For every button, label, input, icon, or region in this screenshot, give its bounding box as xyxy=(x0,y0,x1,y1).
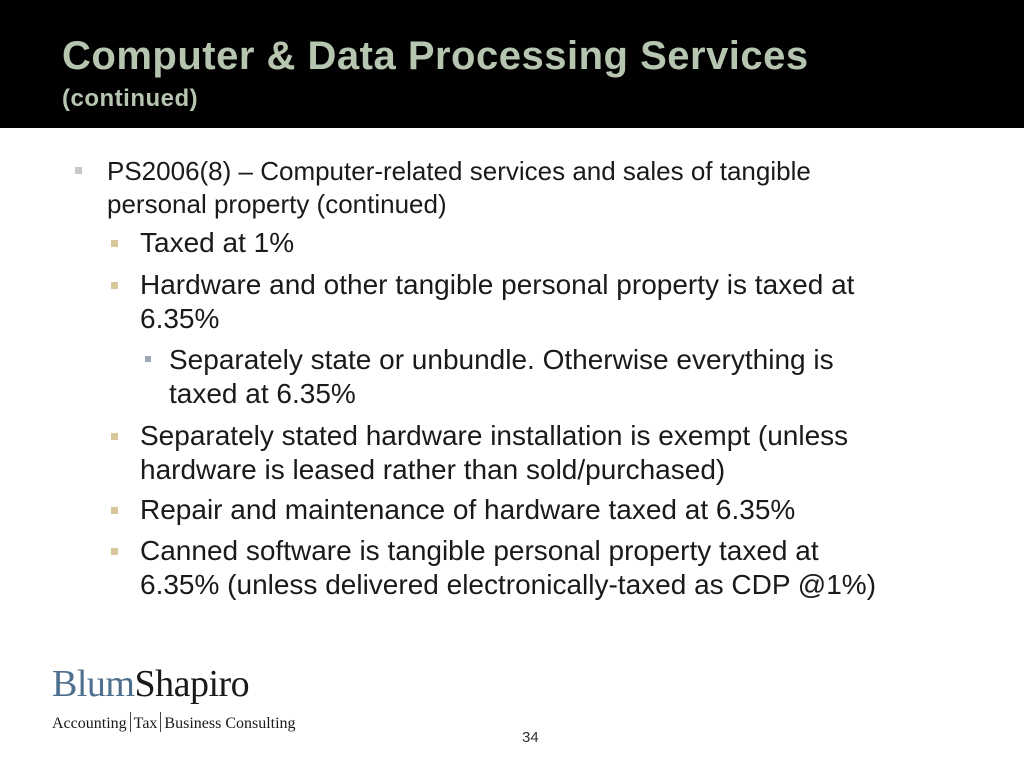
logo-tagline-tax: Tax xyxy=(133,715,158,732)
logo-tagline-accounting: Accounting xyxy=(52,715,127,732)
logo-tagline: Accounting Tax Business Consulting xyxy=(52,712,296,733)
bullet-item: Taxed at 1% xyxy=(140,226,294,260)
bullet-marker-square xyxy=(111,282,118,289)
bullet-line: Canned software is tangible personal pro… xyxy=(140,535,819,566)
logo-name-part1: Blum xyxy=(52,663,135,705)
logo-tagline-divider xyxy=(160,712,162,732)
bullet-marker-square xyxy=(111,507,118,514)
bullet-marker-square xyxy=(111,433,118,440)
bullet-line: Separately stated hardware installation … xyxy=(140,420,849,451)
bullet-line: 6.35% (unless delivered electronically-t… xyxy=(140,569,877,600)
bullet-item: Separately state or unbundle. Otherwise … xyxy=(169,343,834,411)
slide-subtitle: (continued) xyxy=(62,85,199,112)
bullet-item: Repair and maintenance of hardware taxed… xyxy=(140,493,795,527)
bullet-item: Canned software is tangible personal pro… xyxy=(140,534,876,602)
bullet-marker-square xyxy=(111,548,118,555)
logo-name-part2: Shapiro xyxy=(134,663,250,705)
logo-wordmark: BlumShapiro xyxy=(52,663,250,705)
bullet-line: Repair and maintenance of hardware taxed… xyxy=(140,494,796,525)
slide-header: Computer & Data Processing Services (con… xyxy=(0,0,1024,128)
bullet-marker-square xyxy=(75,167,82,174)
bullet-item: PS2006(8) – Computer-related services an… xyxy=(107,155,811,221)
logo-tagline-consulting: Business Consulting xyxy=(164,715,296,732)
company-logo: BlumShapiro Accounting Tax Business Consul… xyxy=(52,663,296,732)
page-number: 34 xyxy=(522,729,539,746)
bullet-item: Hardware and other tangible personal pro… xyxy=(140,268,854,336)
bullet-line: Taxed at 1% xyxy=(140,227,295,258)
bullet-line: PS2006(8) – Computer-related services an… xyxy=(107,156,811,186)
bullet-line: Separately state or unbundle. Otherwise … xyxy=(169,344,834,375)
bullet-line: personal property (continued) xyxy=(107,189,447,219)
bullet-marker-square xyxy=(111,240,118,247)
slide-title: Computer & Data Processing Services xyxy=(62,34,809,78)
bullet-line: Hardware and other tangible personal pro… xyxy=(140,269,855,300)
bullet-marker-square xyxy=(145,356,151,362)
bullet-line: 6.35% xyxy=(140,303,220,334)
bullet-line: hardware is leased rather than sold/purc… xyxy=(140,454,726,485)
bullet-line: taxed at 6.35% xyxy=(169,378,356,409)
logo-tagline-divider xyxy=(129,712,131,732)
bullet-item: Separately stated hardware installation … xyxy=(140,419,848,487)
